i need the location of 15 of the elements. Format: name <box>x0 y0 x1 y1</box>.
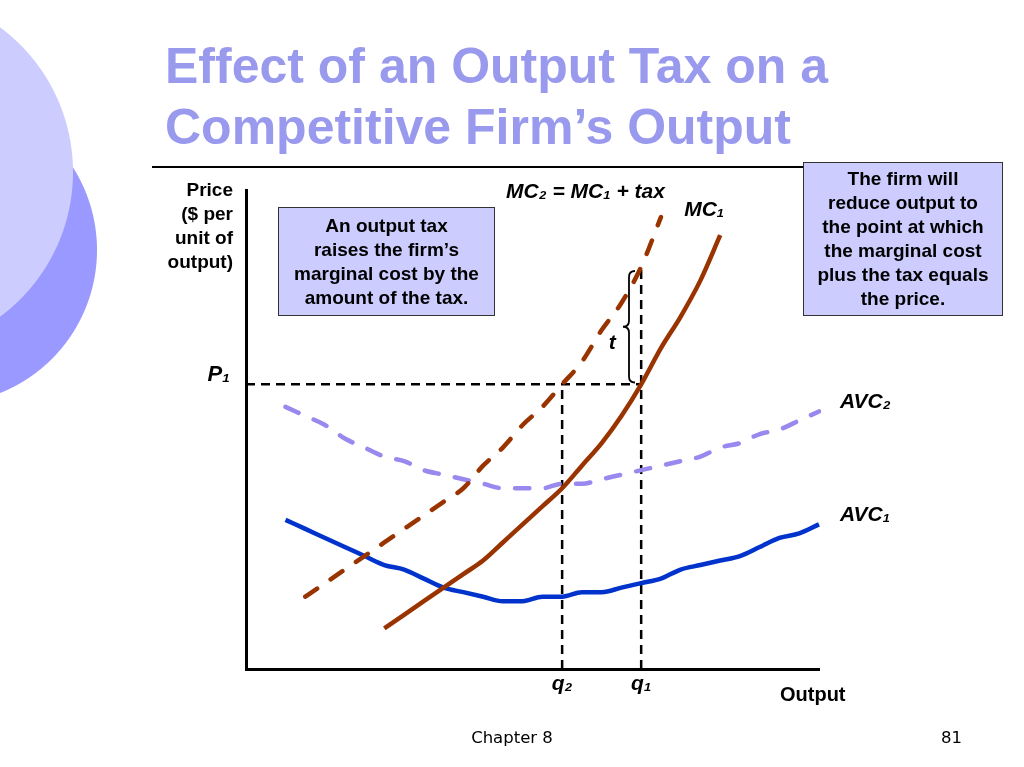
series-label: AVC₂ <box>839 389 891 413</box>
chart-title: Effect of an Output Tax on a Competitive Firm’s Output <box>165 37 830 157</box>
series-label: MC₂ = MC₁ + tax <box>505 178 667 202</box>
annotation: t <box>608 330 617 354</box>
annotation: The firm will reduce output to the point at which the marginal cost plus the tax equals the price. <box>803 162 1003 316</box>
series-label: MC₁ <box>684 196 725 220</box>
x-tick-label: q₂ <box>551 671 573 695</box>
series-label: AVC₁ <box>839 502 891 526</box>
text: 81 <box>941 727 962 749</box>
y-axis-title: Price ($ per unit of output) <box>166 178 233 274</box>
x-axis-title: Output <box>780 682 846 706</box>
x-tick-label: q₁ <box>631 671 652 695</box>
annotation: An output tax raises the firm’s marginal cost by the amount of the tax. <box>278 207 495 316</box>
ref-line-label: P₁ <box>207 361 230 387</box>
text: Chapter 8 <box>471 727 553 749</box>
